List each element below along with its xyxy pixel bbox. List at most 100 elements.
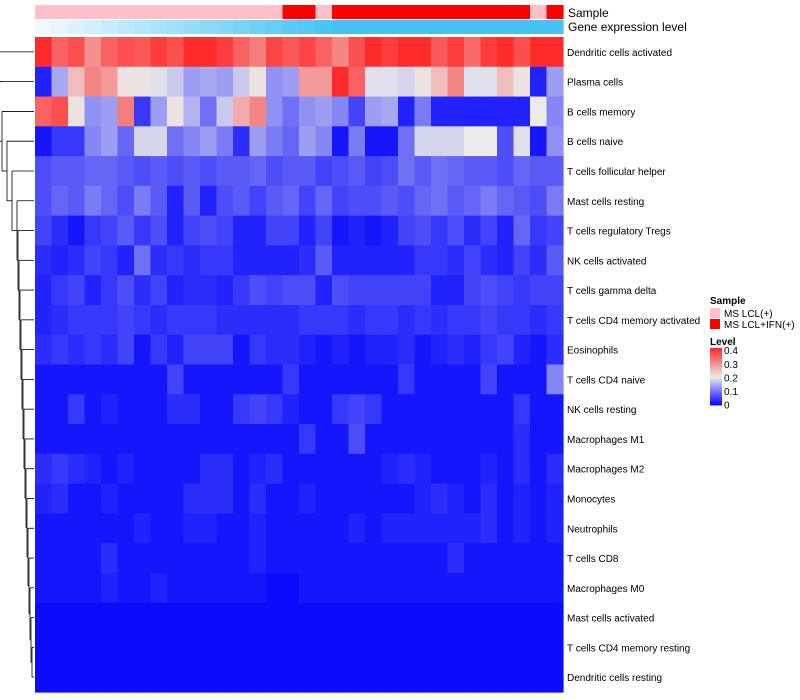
heatmap-cell	[233, 602, 251, 634]
heatmap-cell	[282, 632, 300, 663]
legend-level-gradient-step	[710, 379, 722, 382]
heatmap-cell	[266, 483, 284, 514]
heatmap-cell	[134, 215, 152, 247]
heatmap-cell	[299, 275, 317, 306]
legend-level-gradient-step	[710, 386, 722, 389]
heatmap-cell	[282, 156, 300, 187]
heatmap-cell	[167, 394, 185, 425]
legend-level-tick: 0.1	[724, 387, 738, 398]
heatmap-cell	[480, 662, 498, 693]
heatmap-cell	[233, 483, 251, 514]
sample-annotation-cell	[480, 5, 498, 19]
heatmap-cell	[398, 37, 416, 68]
heatmap-cell	[216, 37, 234, 68]
heatmap-cell	[381, 37, 399, 68]
heatmap-cell	[348, 662, 366, 693]
heatmap-cell	[216, 126, 234, 157]
heatmap-cell	[315, 156, 333, 187]
heatmap-cell	[117, 334, 135, 366]
heatmap-cell	[282, 453, 300, 485]
heatmap-cell	[216, 632, 234, 663]
heatmap-cell	[150, 632, 168, 663]
gene-expression-annotation-cell	[447, 20, 465, 34]
heatmap-cell	[68, 275, 86, 306]
heatmap-cell	[216, 364, 234, 395]
legend-level-tick: 0.2	[724, 373, 738, 384]
heatmap-cell	[101, 662, 119, 693]
row-label: T cells regulatory Tregs	[567, 227, 671, 238]
heatmap-cell	[348, 453, 366, 485]
heatmap-cell	[332, 96, 350, 127]
heatmap-cell	[381, 126, 399, 157]
heatmap-cell	[447, 334, 465, 366]
heatmap-cell	[200, 304, 218, 336]
row-label: NK cells resting	[567, 405, 636, 416]
heatmap-cell	[35, 96, 53, 127]
heatmap-cell	[68, 424, 86, 455]
heatmap-cell	[365, 453, 383, 485]
heatmap-cell	[282, 662, 300, 693]
heatmap-cell	[35, 245, 53, 276]
heatmap-cell	[150, 453, 168, 485]
heatmap-cell	[134, 394, 152, 425]
heatmap-cell	[315, 185, 333, 217]
heatmap-cell	[101, 424, 119, 455]
heatmap-cell	[266, 245, 284, 276]
heatmap-cell	[216, 602, 234, 634]
heatmap-cell	[480, 215, 498, 247]
legend-level-gradient-step	[710, 390, 722, 393]
heatmap-cell	[35, 602, 53, 634]
heatmap-cell	[282, 275, 300, 306]
heatmap-cell	[150, 543, 168, 574]
heatmap-cell	[68, 37, 86, 68]
heatmap-cell	[398, 364, 416, 395]
legend-level-gradient-step	[710, 375, 722, 377]
heatmap-cell	[299, 424, 317, 455]
heatmap-cell	[497, 245, 515, 276]
heatmap-cell	[530, 245, 548, 276]
heatmap-cell	[381, 543, 399, 574]
heatmap-cell	[315, 483, 333, 514]
heatmap-cell	[530, 96, 548, 127]
heatmap-cell	[68, 126, 86, 157]
legend-level-gradient-step	[710, 385, 722, 387]
heatmap-cell	[447, 215, 465, 247]
row-label: Mast cells resting	[567, 197, 644, 208]
sample-annotation-cell	[282, 5, 300, 19]
legend-sample-label: MS LCL+IFN(+)	[724, 320, 795, 331]
heatmap-cell	[546, 304, 564, 336]
heatmap-cell	[530, 275, 548, 306]
heatmap-cell	[51, 364, 69, 395]
heatmap-cell	[447, 96, 465, 127]
heatmap-cell	[513, 543, 531, 574]
heatmap-cell	[183, 483, 201, 514]
heatmap-cell	[497, 334, 515, 366]
sample-annotation-cell	[414, 5, 432, 19]
heatmap-cell	[150, 304, 168, 336]
heatmap-cell	[117, 66, 135, 98]
heatmap-cell	[398, 453, 416, 485]
heatmap-cell	[447, 245, 465, 276]
heatmap-cell	[365, 37, 383, 68]
heatmap-cell	[464, 334, 482, 366]
heatmap-cell	[150, 483, 168, 514]
heatmap-cell	[480, 37, 498, 68]
heatmap-cell	[51, 632, 69, 663]
heatmap-cell	[266, 632, 284, 663]
gene-expression-annotation-cell	[530, 20, 548, 34]
heatmap-cell	[497, 66, 515, 98]
heatmap-cell	[513, 662, 531, 693]
legend-level-gradient-step	[710, 369, 722, 372]
heatmap-cell	[51, 453, 69, 485]
heatmap-cell	[365, 602, 383, 634]
heatmap-cell	[216, 215, 234, 247]
heatmap-cell	[315, 66, 333, 98]
row-label: Macrophages M1	[567, 435, 645, 446]
heatmap-cell	[200, 602, 218, 634]
heatmap-cell	[200, 66, 218, 98]
heatmap-cell	[431, 572, 449, 604]
heatmap-cell	[381, 662, 399, 693]
heatmap-cell	[414, 572, 432, 604]
heatmap-cell	[68, 245, 86, 276]
heatmap-cell	[84, 364, 102, 395]
